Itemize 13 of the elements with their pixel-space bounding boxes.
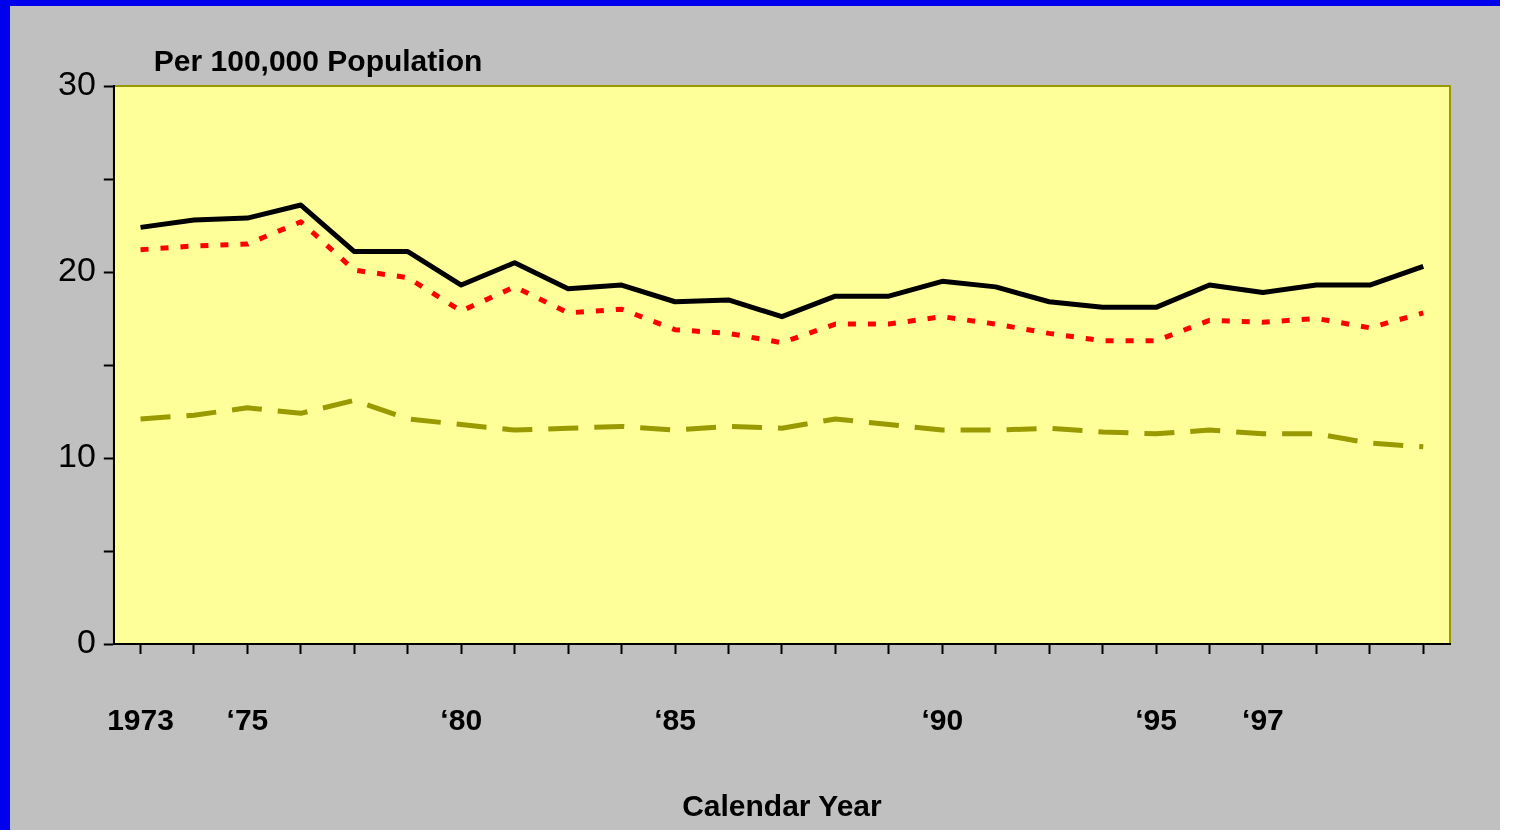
y-tick-label: 0	[76, 622, 96, 661]
x-tick-label: ‘75	[226, 703, 269, 737]
y-axis-title: Per 100,000 Population	[153, 44, 483, 78]
x-tick-label: 1973	[107, 703, 174, 737]
y-tick-label: 30	[57, 64, 96, 103]
x-axis-title: Calendar Year	[682, 789, 883, 823]
x-tick-label: ‘95	[1135, 703, 1177, 737]
x-tick-label: ‘85	[654, 703, 696, 737]
x-tick-label: ‘80	[440, 703, 483, 737]
x-tick-label: ‘97	[1242, 703, 1284, 737]
y-tick-label: 10	[57, 436, 96, 475]
x-tick-label: ‘90	[921, 703, 964, 737]
y-tick-label: 20	[57, 250, 96, 289]
